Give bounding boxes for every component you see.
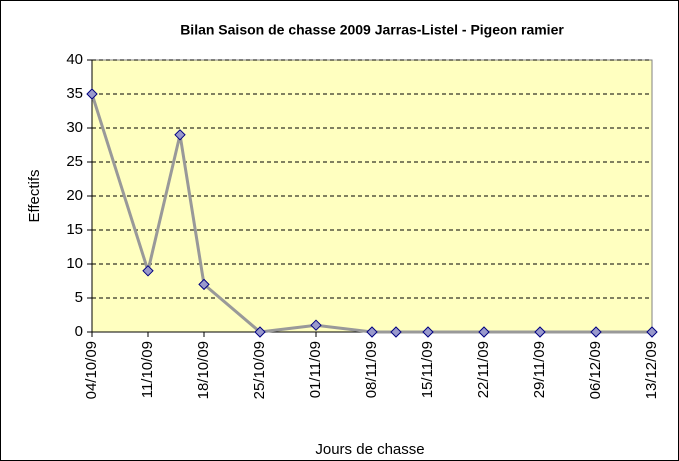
x-tick-label: 22/11/09: [475, 341, 492, 398]
y-tick-label: 30: [66, 119, 83, 136]
y-tick-label: 5: [75, 289, 83, 306]
data-point: [534, 326, 546, 338]
x-tick-label: 01/11/09: [307, 341, 324, 398]
y-tick-label: 40: [66, 51, 83, 68]
data-point: [198, 278, 210, 291]
y-tick-label: 15: [66, 221, 83, 238]
x-tick-label: 08/11/09: [363, 341, 380, 398]
data-point: [310, 319, 322, 331]
x-tick-label: 15/11/09: [419, 341, 436, 398]
data-point: [366, 326, 378, 338]
y-tick-label: 0: [75, 323, 83, 340]
data-point: [390, 326, 402, 338]
data-point: [86, 88, 98, 100]
data-point: [254, 326, 266, 338]
data-point: [646, 326, 658, 338]
y-tick-label: 20: [66, 187, 83, 204]
data-point: [590, 326, 602, 338]
chart-title: Bilan Saison de chasse 2009 Jarras-Liste…: [180, 22, 564, 38]
x-tick-label: 25/10/09: [251, 341, 268, 399]
x-tick-label: 29/11/09: [531, 341, 548, 398]
y-tick-label: 10: [66, 255, 83, 272]
y-tick-label: 35: [66, 85, 83, 102]
x-tick-label: 04/10/09: [83, 341, 100, 399]
data-point: [422, 326, 434, 338]
data-point: [478, 326, 490, 338]
y-tick-label: 25: [66, 153, 83, 170]
x-tick-label: 13/12/09: [643, 341, 660, 399]
x-tick-label: 06/12/09: [587, 341, 604, 399]
data-point: [174, 129, 186, 141]
x-axis-label: Jours de chasse: [315, 441, 424, 458]
x-tick-label: 18/10/09: [195, 341, 212, 399]
data-point: [142, 265, 154, 277]
x-tick-label: 11/10/09: [139, 341, 156, 398]
y-axis-label: Effectifs: [26, 169, 43, 222]
